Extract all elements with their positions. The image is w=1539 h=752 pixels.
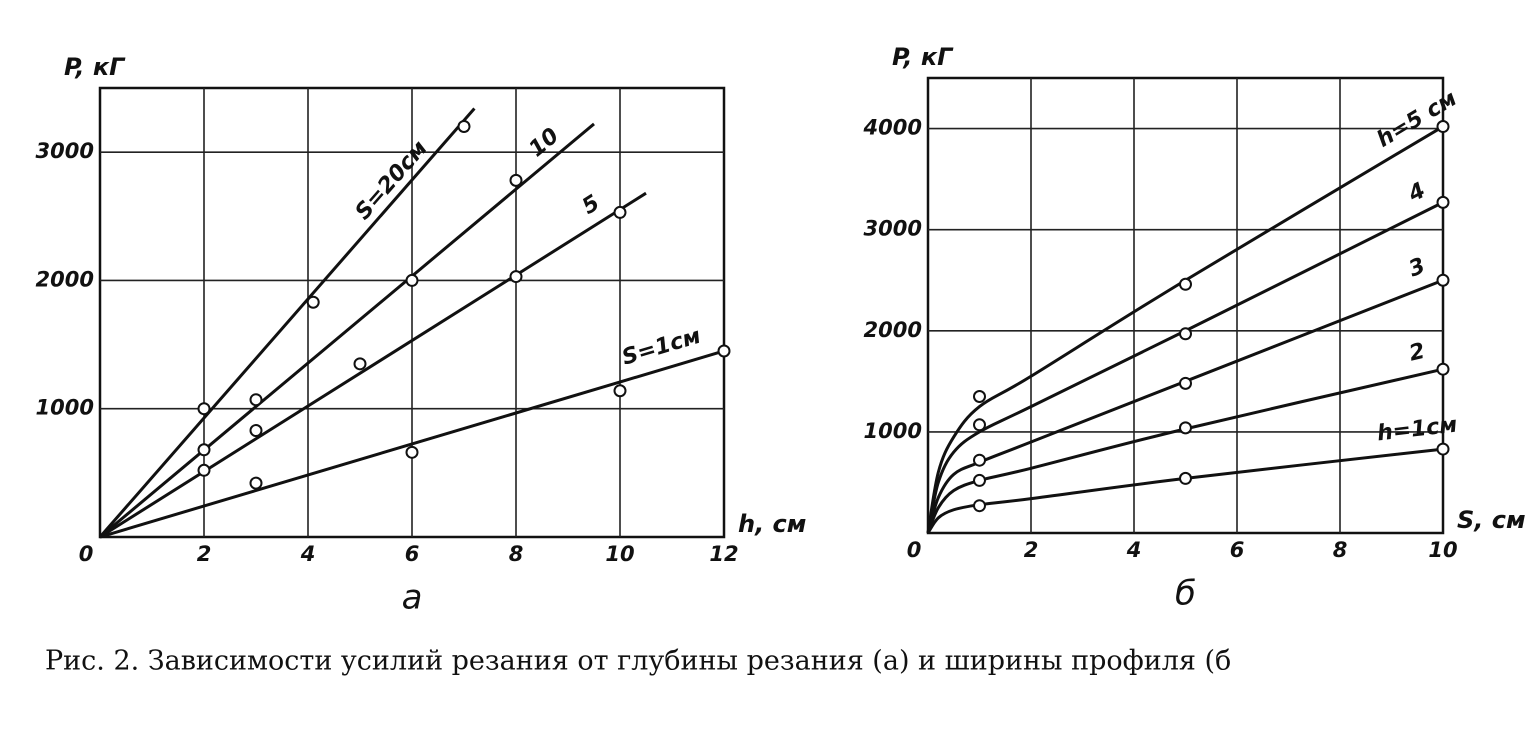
x-tick-label: 8 [509,542,524,566]
data-point [613,384,627,398]
series-label: 5 [578,190,604,219]
x-axis-label: h, см [738,510,806,538]
x-tick-label: 0 [907,538,922,562]
series-line [99,191,647,539]
y-tick-label: 1000 [36,396,94,420]
data-point [1179,471,1192,485]
y-axis-label: P, кГ [892,43,954,71]
data-point [1436,195,1450,209]
series-line [926,447,1444,534]
x-tick-label: 8 [1333,538,1348,562]
y-tick-label: 2000 [864,318,922,342]
data-point [613,205,627,219]
data-point [973,418,986,432]
series-line [926,367,1444,534]
data-point [717,344,731,358]
panel-label: а [402,578,423,618]
data-point [306,295,320,309]
data-point [249,393,263,407]
data-point [1436,442,1450,456]
data-point [405,445,419,459]
x-tick-label: 6 [405,542,420,566]
data-point [249,424,263,438]
series-line [926,125,1444,534]
data-point [973,473,986,487]
series-line [926,278,1444,534]
y-tick-label: 3000 [36,139,94,163]
series-label: 3 [1405,253,1428,282]
data-point [197,463,211,477]
x-tick-label: 2 [197,542,212,566]
caption: Рис. 2. Зависимости усилий резания от гл… [45,646,1231,677]
panel-label: б [1175,574,1196,614]
data-point [1179,277,1192,291]
data-point [509,270,523,284]
x-tick-label: 6 [1230,538,1245,562]
x-tick-label: 0 [79,542,94,566]
data-point [405,273,419,287]
data-point [973,453,986,467]
data-point [1179,327,1192,341]
series-label: h=1см [1376,413,1459,447]
data-point [249,476,263,490]
data-point [1179,421,1192,435]
y-tick-label: 4000 [863,116,922,140]
series-line [99,122,595,539]
data-point [509,173,523,187]
data-point [973,390,986,403]
x-tick-label: 4 [300,542,316,566]
x-tick-label: 2 [1024,538,1039,562]
series-line [99,349,725,539]
data-point [197,443,211,457]
data-point [1436,362,1450,376]
series-label: 4 [1404,178,1430,208]
x-tick-label: 12 [709,542,738,566]
x-axis-label: S, см [1457,506,1526,534]
plot-frame [926,76,1445,535]
series-label: 10 [525,123,565,162]
y-tick-label: 1000 [864,419,922,443]
data-point [973,499,986,513]
x-tick-label: 10 [1428,538,1457,562]
data-point [457,119,471,133]
y-tick-label: 3000 [864,217,922,241]
data-point [197,402,211,416]
y-axis-label: P, кГ [64,53,126,81]
series-label: 2 [1407,339,1428,367]
x-tick-label: 10 [605,542,634,566]
data-point [1436,120,1450,134]
data-point [353,357,367,371]
series-line [98,107,476,538]
x-tick-label: 4 [1126,538,1142,562]
series-line [926,201,1444,534]
data-point [1436,273,1450,287]
series-label: S=1см [619,324,703,371]
series-label: S=20см [351,136,433,225]
data-point [1179,376,1192,390]
y-tick-label: 2000 [36,267,94,291]
